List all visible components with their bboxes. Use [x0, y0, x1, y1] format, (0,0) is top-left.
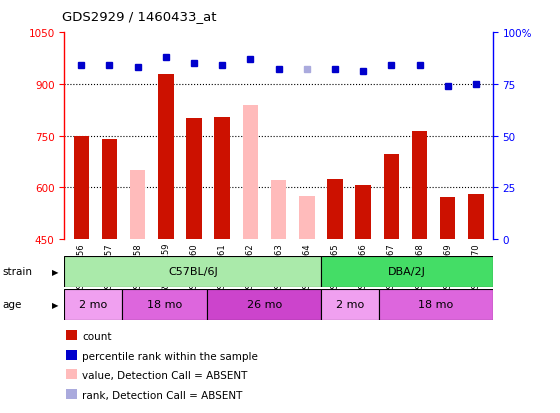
- Bar: [73, 137, 89, 240]
- Bar: [66, 369, 77, 379]
- Text: DBA/2J: DBA/2J: [388, 266, 426, 277]
- Text: percentile rank within the sample: percentile rank within the sample: [82, 351, 258, 361]
- Bar: [468, 195, 484, 240]
- Bar: [122, 289, 207, 320]
- Text: 2 mo: 2 mo: [336, 299, 364, 310]
- Bar: [158, 74, 174, 240]
- Bar: [64, 256, 321, 287]
- Bar: [299, 197, 315, 240]
- Bar: [130, 171, 146, 240]
- Text: age: age: [3, 299, 22, 310]
- Text: strain: strain: [3, 266, 33, 277]
- Bar: [66, 350, 77, 360]
- Bar: [64, 289, 122, 320]
- Bar: [66, 389, 77, 399]
- Bar: [66, 330, 77, 340]
- Text: ▶: ▶: [52, 300, 59, 309]
- Bar: [207, 289, 321, 320]
- Text: 2 mo: 2 mo: [79, 299, 107, 310]
- Bar: [271, 181, 286, 240]
- Bar: [321, 289, 379, 320]
- Text: ▶: ▶: [52, 267, 59, 276]
- Text: 18 mo: 18 mo: [147, 299, 182, 310]
- Text: value, Detection Call = ABSENT: value, Detection Call = ABSENT: [82, 370, 248, 380]
- Text: rank, Detection Call = ABSENT: rank, Detection Call = ABSENT: [82, 390, 242, 400]
- Bar: [186, 119, 202, 240]
- Text: count: count: [82, 332, 112, 342]
- Text: 18 mo: 18 mo: [418, 299, 453, 310]
- Bar: [327, 179, 343, 240]
- Bar: [102, 140, 117, 240]
- Text: GDS2929 / 1460433_at: GDS2929 / 1460433_at: [62, 10, 216, 23]
- Bar: [412, 132, 427, 240]
- Bar: [242, 105, 258, 240]
- Bar: [214, 118, 230, 240]
- Bar: [321, 256, 493, 287]
- Bar: [379, 289, 493, 320]
- Text: 26 mo: 26 mo: [247, 299, 282, 310]
- Bar: [440, 197, 455, 240]
- Bar: [384, 154, 399, 240]
- Text: C57BL/6J: C57BL/6J: [168, 266, 218, 277]
- Bar: [356, 185, 371, 240]
